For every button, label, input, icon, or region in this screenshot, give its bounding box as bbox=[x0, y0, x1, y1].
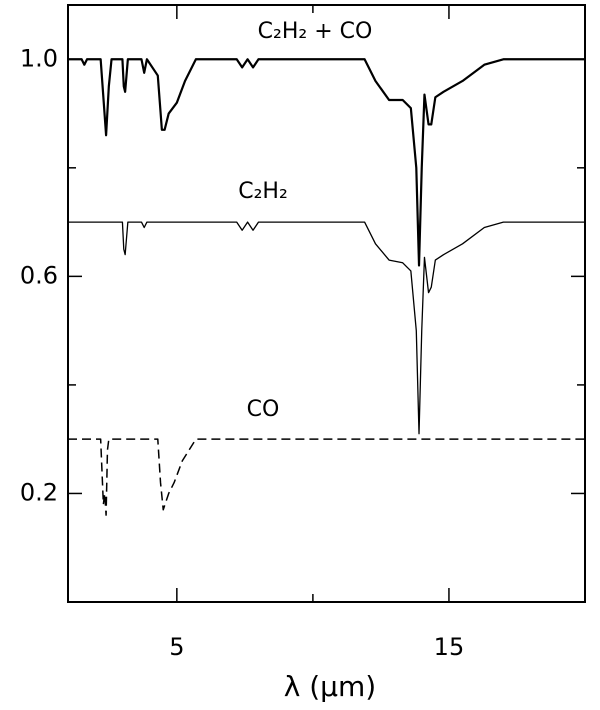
series-label: CO bbox=[247, 397, 280, 422]
x-axis-label: λ (μm) bbox=[284, 670, 376, 703]
x-tick-label: 15 bbox=[434, 633, 465, 661]
series-line bbox=[68, 438, 585, 516]
series-line bbox=[68, 221, 585, 435]
y-tick-label: 0.2 bbox=[20, 478, 58, 506]
x-tick-label: 5 bbox=[169, 633, 184, 661]
series-label: C₂H₂ bbox=[238, 179, 288, 204]
series-line bbox=[68, 58, 585, 267]
series-label: C₂H₂ + CO bbox=[258, 19, 373, 44]
y-tick-label: 1.0 bbox=[20, 44, 58, 72]
y-tick-label: 0.6 bbox=[20, 261, 58, 289]
plot-frame bbox=[67, 4, 586, 603]
